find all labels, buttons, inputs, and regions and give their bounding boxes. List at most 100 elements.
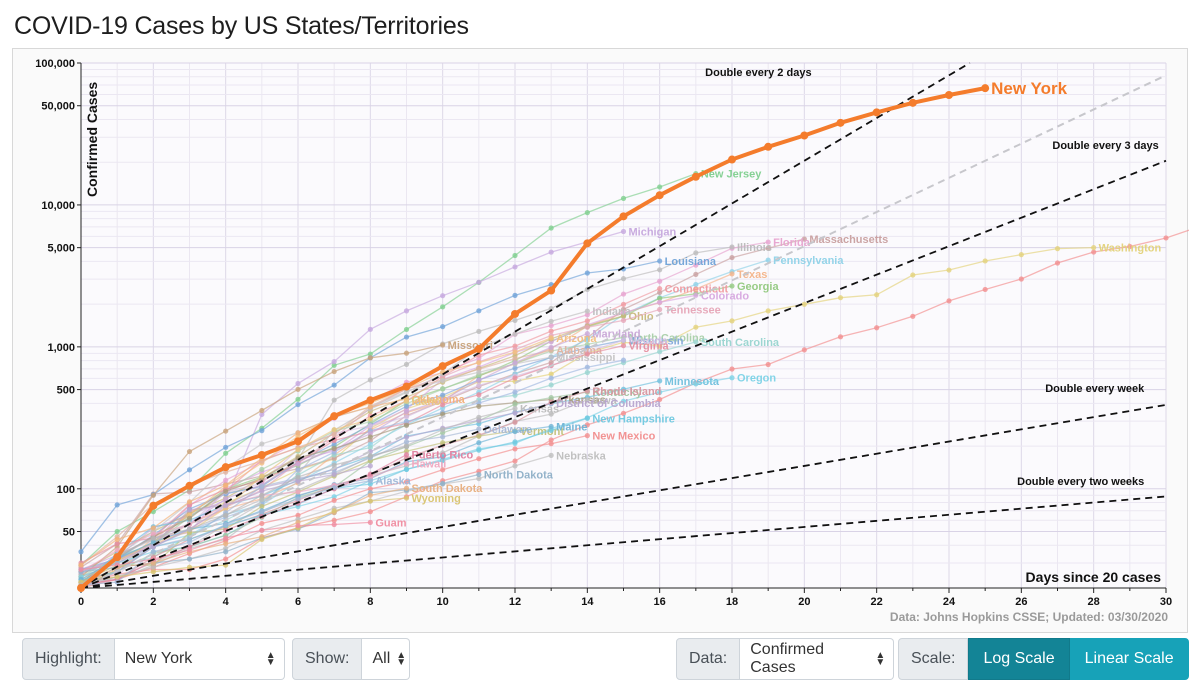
series-point: [693, 292, 699, 298]
series-point: [837, 295, 844, 301]
series-point: [331, 497, 337, 503]
series-point: [765, 361, 771, 368]
series-point: [512, 349, 518, 355]
series-point: [548, 335, 554, 341]
show-select[interactable]: All ▲ ▼: [362, 638, 411, 680]
series-label: Maine: [556, 421, 587, 433]
series-label: Indiana: [592, 306, 631, 318]
highlight-point: [366, 396, 375, 405]
linear-scale-button[interactable]: Linear Scale: [1069, 638, 1189, 680]
series-point: [620, 343, 627, 349]
series-point: [548, 344, 554, 350]
series-point: [512, 419, 518, 425]
select-arrows-icon: ▲ ▼: [265, 650, 276, 668]
series-point: [295, 523, 301, 529]
series-label: Alabama: [556, 345, 603, 357]
highlight-control: Highlight: New York ▲ ▼: [22, 638, 285, 680]
series-point: [512, 331, 518, 337]
series-point: [223, 477, 229, 483]
series-point: [693, 262, 699, 268]
series-label: Minnesota: [665, 376, 720, 388]
series-point: [295, 496, 301, 502]
highlight-point: [655, 191, 664, 200]
series-point: [837, 334, 844, 340]
series-point: [403, 334, 410, 340]
series-point: [114, 536, 120, 542]
series-point: [440, 467, 446, 473]
series-point: [1163, 235, 1169, 241]
series-point: [982, 286, 988, 293]
series-label: Kentucky: [592, 387, 642, 399]
highlight-select[interactable]: New York ▲ ▼: [114, 638, 285, 680]
series-point: [1091, 245, 1097, 251]
series-point: [78, 549, 84, 555]
series-point: [657, 389, 663, 395]
series-point: [440, 480, 446, 487]
series-label: North Carolina: [629, 332, 706, 344]
series-point: [1018, 276, 1024, 282]
series-point: [440, 457, 446, 464]
series-point: [1054, 246, 1061, 252]
controls-bar: Highlight: New York ▲ ▼ Show: All ▲ ▼ Data…: [0, 636, 1200, 686]
series-point: [223, 549, 229, 555]
series-point: [512, 355, 518, 362]
x-tick-label: 12: [509, 596, 521, 608]
series-label: Nevada: [629, 335, 669, 347]
series-point: [295, 396, 301, 402]
series-label: Pennsylvania: [773, 255, 844, 267]
series-point: [765, 257, 771, 263]
series-point: [620, 317, 627, 323]
series-point: [114, 528, 120, 535]
series-point: [512, 252, 518, 259]
series-point: [367, 416, 373, 422]
data-select[interactable]: Confirmed Cases ▲ ▼: [740, 638, 895, 680]
series-point: [186, 515, 193, 521]
series-point: [186, 467, 193, 473]
series-point: [584, 308, 590, 314]
highlight-point: [330, 412, 339, 421]
highlight-point: [77, 584, 85, 592]
reference-line-label: Double every two weeks: [1017, 476, 1144, 488]
series-point: [548, 249, 554, 255]
series-line: [80, 344, 624, 564]
series-point: [620, 313, 627, 319]
series-point: [186, 539, 193, 545]
series-point: [150, 535, 156, 541]
y-tick-label: 50: [63, 527, 75, 539]
series-line: [80, 336, 624, 578]
series-point: [367, 453, 373, 459]
series-label: Texas: [737, 269, 767, 281]
series-point: [476, 279, 482, 285]
series-point: [440, 377, 446, 384]
series-point: [114, 547, 120, 553]
show-select-value: All: [372, 650, 391, 667]
series-point: [548, 437, 554, 443]
series-point: [331, 441, 337, 447]
select-arrows-icon: ▲ ▼: [396, 650, 407, 668]
series-point: [223, 444, 229, 450]
series-point: [476, 447, 482, 453]
series-line: [80, 446, 407, 586]
series-point: [186, 526, 193, 532]
series-point: [548, 354, 554, 360]
series-point: [657, 295, 663, 301]
series-label: Idaho: [412, 396, 442, 408]
series-point: [620, 337, 627, 343]
series-label: Nebraska: [556, 450, 606, 462]
series-point: [403, 350, 410, 356]
series-label: Massachusetts: [809, 234, 888, 246]
series-point: [331, 427, 337, 433]
log-scale-button[interactable]: Log Scale: [968, 638, 1070, 680]
series-point: [512, 292, 518, 298]
series-point: [801, 236, 807, 242]
series-point: [186, 499, 193, 505]
series-point: [476, 382, 482, 389]
series-label: Georgia: [737, 281, 779, 293]
series-point: [150, 564, 156, 570]
series-point: [440, 386, 446, 392]
series-point: [584, 397, 590, 403]
series-point: [367, 445, 373, 451]
series-point: [367, 498, 373, 504]
series-point: [331, 362, 337, 368]
